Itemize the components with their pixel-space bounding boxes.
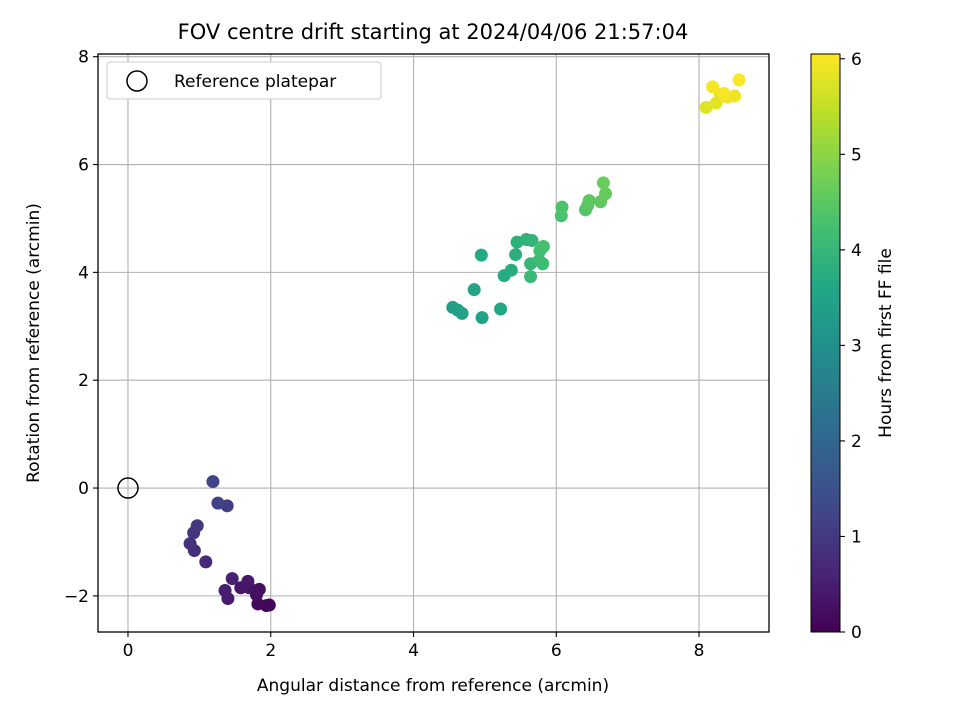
x-tick-label: 0 [123, 641, 134, 661]
colorbar-label: Hours from first FF file [876, 248, 896, 438]
y-tick-label: 8 [78, 48, 89, 68]
y-tick-label: 4 [78, 263, 89, 283]
data-point [706, 80, 720, 94]
data-point [262, 598, 276, 612]
reference-point-marker [117, 477, 139, 499]
data-point [241, 574, 255, 588]
data-points [183, 73, 746, 613]
colorbar-tick-label: 2 [851, 432, 862, 452]
data-point [555, 200, 569, 214]
colorbar-tick-label: 6 [851, 50, 862, 70]
colorbar: 0 1 2 3 4 5 6 Hours from first FF file [810, 50, 896, 643]
legend-box [106, 61, 382, 100]
x-axis-label: Angular distance from reference (arcmin) [257, 676, 609, 696]
x-axis-ticks: 0 2 4 6 8 [123, 632, 705, 661]
data-point [475, 311, 489, 325]
data-point [183, 537, 197, 551]
data-point [524, 270, 538, 284]
chart-title: FOV centre drift starting at 2024/04/06 … [178, 20, 689, 44]
colorbar-gradient [810, 53, 841, 633]
legend-marker [126, 70, 148, 92]
y-tick-label: 2 [78, 371, 89, 391]
data-point [728, 89, 742, 103]
data-point [494, 302, 508, 316]
y-tick-label: −2 [64, 587, 89, 607]
data-point [582, 194, 596, 208]
y-tick-label: 0 [78, 479, 89, 499]
data-point [504, 263, 518, 277]
x-tick-label: 6 [551, 641, 562, 661]
y-axis-label: Rotation from reference (arcmin) [24, 203, 44, 483]
x-tick-label: 2 [265, 641, 276, 661]
data-point [252, 582, 266, 596]
data-point [211, 496, 225, 510]
data-point [599, 187, 613, 201]
colorbar-ticks: 0 1 2 3 4 5 6 [840, 50, 862, 643]
data-point [474, 248, 488, 262]
colorbar-tick-label: 0 [851, 623, 862, 643]
colorbar-tick-label: 3 [851, 336, 862, 356]
data-point [509, 248, 523, 262]
data-point [732, 73, 746, 87]
colorbar-tick-label: 4 [851, 241, 862, 261]
colorbar-tick-label: 5 [851, 145, 862, 165]
data-point [218, 583, 232, 597]
data-point [455, 306, 469, 320]
data-point [467, 283, 481, 297]
data-point [536, 257, 550, 271]
data-point [536, 239, 550, 253]
legend-label: Reference platepar [174, 72, 336, 92]
colorbar-tick-label: 1 [851, 527, 862, 547]
plot-frame [97, 53, 770, 633]
legend: Reference platepar [106, 61, 382, 100]
data-point [717, 86, 731, 100]
data-point [199, 555, 213, 569]
data-point [525, 234, 539, 248]
y-axis-ticks: −2 0 2 4 6 8 [64, 48, 98, 607]
y-tick-label: 6 [78, 156, 89, 176]
x-tick-label: 4 [408, 641, 419, 661]
data-point [190, 519, 204, 533]
data-point [699, 100, 713, 114]
data-point [206, 475, 220, 489]
data-point [596, 176, 610, 190]
x-tick-label: 8 [694, 641, 705, 661]
grid-lines [98, 54, 769, 632]
data-point [225, 572, 239, 586]
